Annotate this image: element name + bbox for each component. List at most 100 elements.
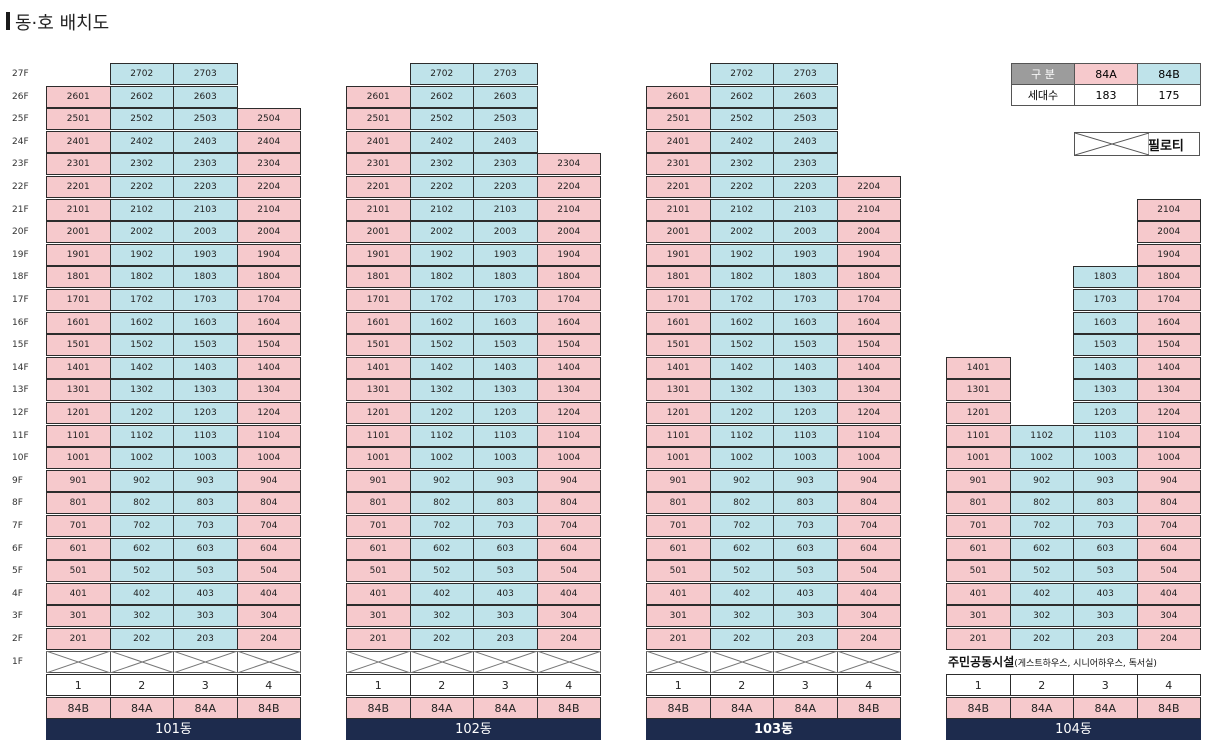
unit-cell[interactable]: 302 — [709, 605, 774, 628]
unit-cell[interactable]: 701 — [46, 515, 111, 537]
unit-cell[interactable]: 401 — [646, 582, 711, 605]
unit-cell[interactable]: 2203 — [473, 176, 538, 198]
unit-cell[interactable]: 2401 — [46, 130, 111, 153]
unit-cell[interactable]: 1302 — [709, 379, 774, 402]
unit-cell[interactable]: 401 — [946, 582, 1011, 605]
unit-cell[interactable]: 2503 — [173, 108, 238, 131]
unit-cell[interactable]: 1204 — [536, 402, 601, 424]
unit-cell[interactable]: 2402 — [109, 130, 174, 153]
unit-cell[interactable]: 604 — [1136, 537, 1201, 560]
unit-cell[interactable]: 1201 — [46, 402, 111, 424]
unit-cell[interactable]: 2101 — [46, 198, 111, 221]
unit-cell[interactable]: 1402 — [709, 356, 774, 379]
unit-cell[interactable]: 2303 — [473, 153, 538, 176]
unit-cell[interactable]: 303 — [1073, 605, 1138, 628]
unit-cell[interactable]: 2201 — [346, 176, 411, 198]
unit-cell[interactable]: 201 — [646, 628, 711, 650]
unit-cell[interactable]: 903 — [773, 469, 838, 492]
unit-cell[interactable]: 2404 — [236, 130, 301, 153]
unit-cell[interactable]: 701 — [346, 515, 411, 537]
unit-cell[interactable]: 201 — [46, 628, 111, 650]
unit-cell[interactable]: 1602 — [409, 311, 474, 334]
unit-cell[interactable]: 1203 — [773, 402, 838, 424]
unit-cell[interactable]: 1103 — [473, 424, 538, 447]
unit-cell[interactable]: 904 — [536, 469, 601, 492]
unit-cell[interactable]: 1503 — [173, 334, 238, 357]
unit-cell[interactable]: 402 — [409, 582, 474, 605]
unit-cell[interactable]: 201 — [946, 628, 1011, 650]
unit-cell[interactable]: 504 — [836, 560, 901, 583]
unit-cell[interactable]: 1701 — [346, 289, 411, 311]
unit-cell[interactable]: 802 — [109, 492, 174, 515]
unit-cell[interactable]: 1704 — [236, 289, 301, 311]
unit-cell[interactable]: 1002 — [709, 447, 774, 470]
unit-cell[interactable]: 1102 — [1009, 424, 1074, 447]
unit-cell[interactable]: 1803 — [173, 266, 238, 289]
unit-cell[interactable]: 501 — [46, 560, 111, 583]
unit-cell[interactable]: 501 — [646, 560, 711, 583]
unit-cell[interactable]: 603 — [1073, 537, 1138, 560]
unit-cell[interactable]: 2602 — [709, 85, 774, 108]
unit-cell[interactable]: 1204 — [1136, 402, 1201, 424]
unit-cell[interactable]: 702 — [709, 515, 774, 537]
unit-cell[interactable]: 1004 — [836, 447, 901, 470]
unit-cell[interactable]: 1403 — [173, 356, 238, 379]
unit-cell[interactable]: 803 — [1073, 492, 1138, 515]
unit-cell[interactable]: 404 — [236, 582, 301, 605]
unit-cell[interactable]: 2502 — [409, 108, 474, 131]
unit-cell[interactable]: 901 — [946, 469, 1011, 492]
unit-cell[interactable]: 802 — [709, 492, 774, 515]
unit-cell[interactable]: 1404 — [1136, 356, 1201, 379]
unit-cell[interactable]: 304 — [236, 605, 301, 628]
unit-cell[interactable]: 404 — [836, 582, 901, 605]
unit-cell[interactable]: 1101 — [46, 424, 111, 447]
unit-cell[interactable]: 304 — [536, 605, 601, 628]
unit-cell[interactable]: 502 — [709, 560, 774, 583]
unit-cell[interactable]: 2003 — [173, 221, 238, 244]
unit-cell[interactable]: 304 — [836, 605, 901, 628]
unit-cell[interactable]: 801 — [946, 492, 1011, 515]
unit-cell[interactable]: 2302 — [709, 153, 774, 176]
unit-cell[interactable]: 902 — [1009, 469, 1074, 492]
unit-cell[interactable]: 902 — [409, 469, 474, 492]
unit-cell[interactable]: 603 — [773, 537, 838, 560]
unit-cell[interactable]: 2301 — [346, 153, 411, 176]
unit-cell[interactable]: 201 — [346, 628, 411, 650]
unit-cell[interactable]: 2202 — [409, 176, 474, 198]
unit-cell[interactable]: 301 — [46, 605, 111, 628]
unit-cell[interactable]: 303 — [173, 605, 238, 628]
unit-cell[interactable]: 2004 — [836, 221, 901, 244]
unit-cell[interactable]: 601 — [46, 537, 111, 560]
unit-cell[interactable]: 902 — [709, 469, 774, 492]
unit-cell[interactable]: 1001 — [346, 447, 411, 470]
unit-cell[interactable]: 2102 — [709, 198, 774, 221]
unit-cell[interactable]: 1301 — [346, 379, 411, 402]
unit-cell[interactable]: 1804 — [236, 266, 301, 289]
unit-cell[interactable]: 1203 — [173, 402, 238, 424]
unit-cell[interactable]: 301 — [946, 605, 1011, 628]
unit-cell[interactable]: 1902 — [409, 243, 474, 266]
unit-cell[interactable]: 2104 — [836, 198, 901, 221]
unit-cell[interactable]: 1403 — [773, 356, 838, 379]
unit-cell[interactable]: 2601 — [46, 85, 111, 108]
unit-cell[interactable]: 2504 — [236, 108, 301, 131]
unit-cell[interactable]: 2203 — [773, 176, 838, 198]
unit-cell[interactable]: 1801 — [646, 266, 711, 289]
unit-cell[interactable]: 703 — [1073, 515, 1138, 537]
unit-cell[interactable]: 1201 — [646, 402, 711, 424]
unit-cell[interactable]: 2103 — [173, 198, 238, 221]
unit-cell[interactable]: 801 — [646, 492, 711, 515]
unit-cell[interactable]: 1004 — [536, 447, 601, 470]
unit-cell[interactable]: 2302 — [109, 153, 174, 176]
unit-cell[interactable]: 2301 — [46, 153, 111, 176]
unit-cell[interactable]: 903 — [173, 469, 238, 492]
unit-cell[interactable]: 1604 — [1136, 311, 1201, 334]
unit-cell[interactable]: 2703 — [473, 63, 538, 85]
unit-cell[interactable]: 503 — [1073, 560, 1138, 583]
unit-cell[interactable]: 2403 — [773, 130, 838, 153]
unit-cell[interactable]: 1202 — [409, 402, 474, 424]
unit-cell[interactable]: 1002 — [109, 447, 174, 470]
unit-cell[interactable]: 403 — [773, 582, 838, 605]
unit-cell[interactable]: 1401 — [646, 356, 711, 379]
unit-cell[interactable]: 2503 — [473, 108, 538, 131]
